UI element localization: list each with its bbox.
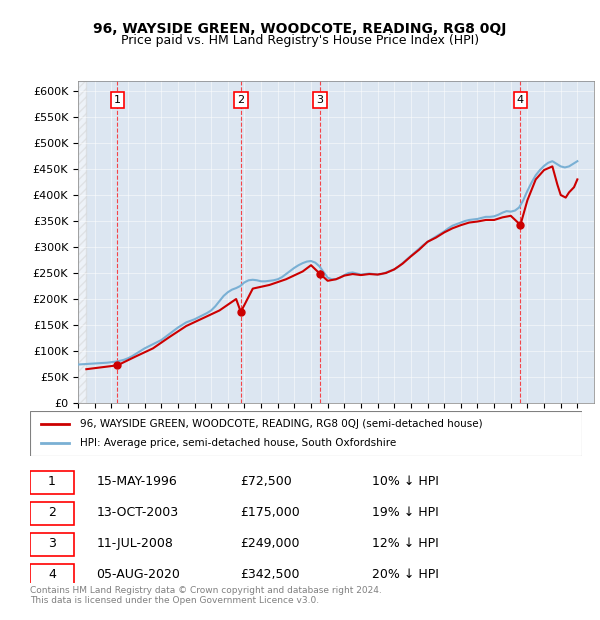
Text: 11-JUL-2008: 11-JUL-2008 — [96, 537, 173, 549]
Text: 96, WAYSIDE GREEN, WOODCOTE, READING, RG8 0QJ (semi-detached house): 96, WAYSIDE GREEN, WOODCOTE, READING, RG… — [80, 418, 482, 428]
FancyBboxPatch shape — [30, 502, 74, 525]
Text: 10% ↓ HPI: 10% ↓ HPI — [372, 475, 439, 487]
Text: 1: 1 — [114, 95, 121, 105]
Text: 3: 3 — [48, 537, 56, 549]
Text: 4: 4 — [517, 95, 524, 105]
Text: 2: 2 — [48, 506, 56, 518]
Text: HPI: Average price, semi-detached house, South Oxfordshire: HPI: Average price, semi-detached house,… — [80, 438, 396, 448]
Text: 15-MAY-1996: 15-MAY-1996 — [96, 475, 177, 487]
Text: £72,500: £72,500 — [240, 475, 292, 487]
Text: 1: 1 — [48, 475, 56, 487]
Text: £249,000: £249,000 — [240, 537, 299, 549]
Text: 12% ↓ HPI: 12% ↓ HPI — [372, 537, 439, 549]
FancyBboxPatch shape — [30, 411, 582, 456]
Text: £342,500: £342,500 — [240, 568, 299, 580]
Text: 13-OCT-2003: 13-OCT-2003 — [96, 506, 178, 518]
Text: £175,000: £175,000 — [240, 506, 299, 518]
Text: 3: 3 — [316, 95, 323, 105]
Text: 05-AUG-2020: 05-AUG-2020 — [96, 568, 180, 580]
Text: 4: 4 — [48, 568, 56, 580]
FancyBboxPatch shape — [30, 564, 74, 587]
Text: 2: 2 — [237, 95, 244, 105]
Text: 20% ↓ HPI: 20% ↓ HPI — [372, 568, 439, 580]
Text: 96, WAYSIDE GREEN, WOODCOTE, READING, RG8 0QJ: 96, WAYSIDE GREEN, WOODCOTE, READING, RG… — [94, 22, 506, 36]
Text: 19% ↓ HPI: 19% ↓ HPI — [372, 506, 439, 518]
Text: Contains HM Land Registry data © Crown copyright and database right 2024.
This d: Contains HM Land Registry data © Crown c… — [30, 586, 382, 605]
Text: Price paid vs. HM Land Registry's House Price Index (HPI): Price paid vs. HM Land Registry's House … — [121, 34, 479, 47]
FancyBboxPatch shape — [30, 471, 74, 494]
FancyBboxPatch shape — [30, 533, 74, 556]
